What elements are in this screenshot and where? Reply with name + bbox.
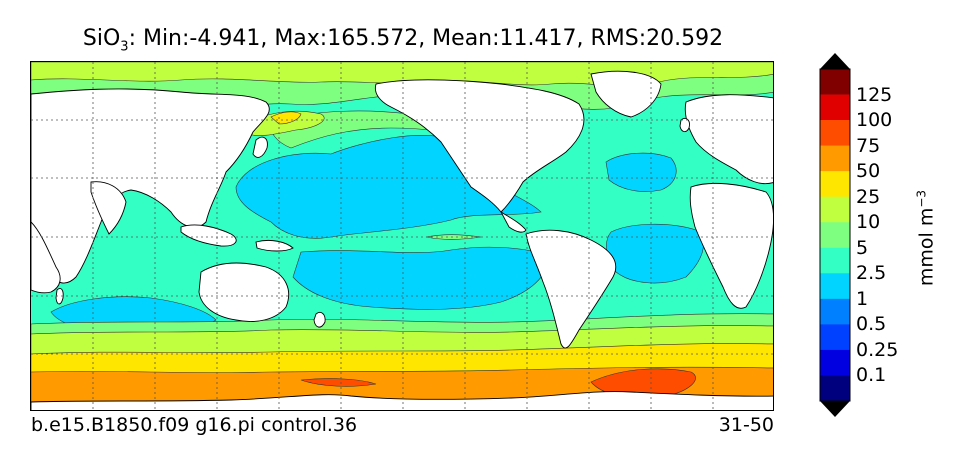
colorbar-bin <box>820 247 850 274</box>
colorbar-tick-label: 75 <box>856 134 881 157</box>
land-greenland <box>590 70 662 118</box>
land-africa <box>31 221 61 294</box>
colorbar-bin <box>820 120 850 146</box>
years-label: 31-50 <box>718 414 774 436</box>
ocean-silicate-map <box>31 62 773 410</box>
land-north-america <box>374 79 585 213</box>
colorbar-bin <box>820 171 850 197</box>
graticule <box>31 62 773 410</box>
colorbar-segments <box>820 69 850 402</box>
colorbar-unit-label: mmol m−3 <box>914 190 937 286</box>
land-masses <box>31 70 773 410</box>
land-antarctica <box>31 391 773 410</box>
land-new-zealand <box>313 311 326 328</box>
contour-satlantic-gyre-1-2.5 <box>606 223 704 284</box>
contour-okhotsk-25-50 <box>270 111 302 125</box>
contour-spacific-gyre-1-2.5 <box>292 246 552 310</box>
colorbar-bin <box>820 196 850 223</box>
unit-exponent: −3 <box>914 189 929 208</box>
land-japan <box>252 136 268 158</box>
contour-natlantic-gyre-1-2.5 <box>605 152 677 192</box>
colorbar-extend-bottom-arrow <box>820 401 850 417</box>
colorbar-extend-top-arrow <box>820 53 850 69</box>
map-panel <box>30 61 774 411</box>
colorbar-tick-label: 0.25 <box>856 338 899 361</box>
land-australia <box>198 262 290 322</box>
title-variable: SiO <box>82 26 121 51</box>
colorbar-tick-label: 1 <box>856 287 869 310</box>
map-title: SiO3: Min:-4.941, Max:165.572, Mean:11.4… <box>0 26 806 54</box>
land-central-america <box>499 210 527 233</box>
unit-base: mmol m <box>915 207 938 287</box>
colorbar-bin <box>820 222 850 249</box>
colorbar-bin <box>820 298 850 325</box>
colorbar-bin <box>820 94 850 121</box>
colorbar-bin <box>820 145 850 172</box>
colorbar <box>819 53 851 417</box>
colorbar-tick-label: 2.5 <box>856 262 887 285</box>
colorbar-bin <box>820 324 850 351</box>
colorbar-tick-label: 0.5 <box>856 313 887 336</box>
colorbar-bin <box>820 375 850 402</box>
contour-so-high-75-100 <box>300 378 377 387</box>
colorbar-tick-label: 50 <box>856 160 881 183</box>
land-europe <box>684 94 773 185</box>
land-africa-east <box>689 182 773 309</box>
colorbar-tick-label: 10 <box>856 211 881 234</box>
colorbar-tick-label: 100 <box>856 109 893 132</box>
colorbar-tick-label: 0.1 <box>856 364 887 387</box>
colorbar-outline <box>819 68 851 402</box>
colorbar-tick-label: 5 <box>856 236 869 259</box>
land-british-isles <box>679 117 690 133</box>
colorbar-bin <box>820 69 850 95</box>
colorbar-tick-label: 125 <box>856 83 893 106</box>
land-india <box>90 181 127 235</box>
land-madagascar <box>55 287 64 305</box>
title-subscript: 3 <box>120 39 129 55</box>
colorbar-tick-label: 25 <box>856 185 881 208</box>
colorbar-bin <box>820 273 850 300</box>
land-new-guinea <box>255 239 294 252</box>
case-name-label: b.e15.B1850.f09 g16.pi control.36 <box>31 414 358 436</box>
colorbar-bin <box>820 349 850 376</box>
land-south-america <box>525 229 617 349</box>
title-stats: : Min:-4.941, Max:165.572, Mean:11.417, … <box>128 26 724 51</box>
land-indonesia <box>180 224 237 247</box>
